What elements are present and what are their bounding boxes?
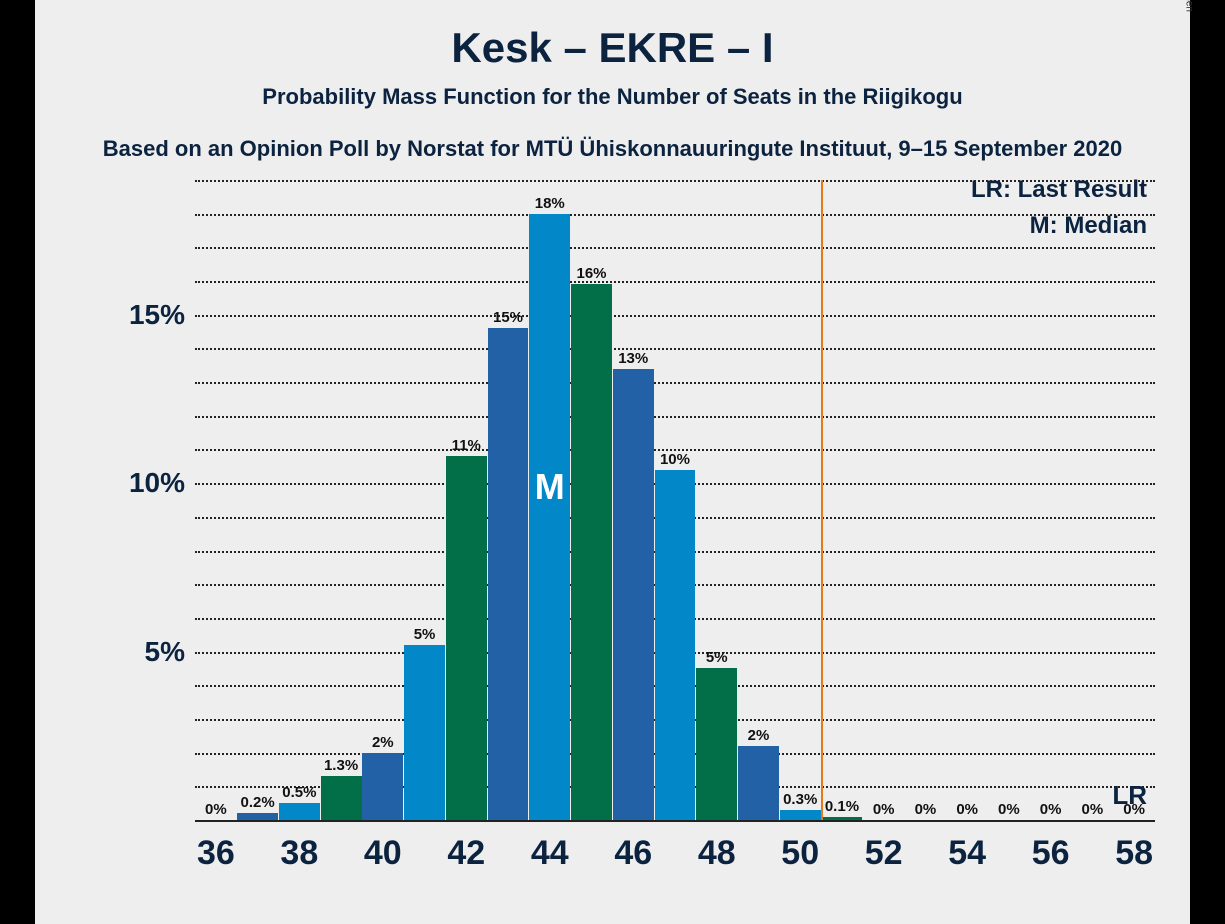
bar-label: 5% <box>414 626 436 643</box>
chart-subtitle: Probability Mass Function for the Number… <box>35 84 1190 110</box>
bar: 13% <box>613 369 654 820</box>
x-tick-label: 40 <box>364 834 402 873</box>
bar: 11% <box>446 456 487 820</box>
x-tick-label: 46 <box>614 834 652 873</box>
x-tick-label: 56 <box>1032 834 1070 873</box>
bar: 0.3% <box>780 810 821 820</box>
bar-label: 2% <box>372 734 394 751</box>
bar-label: 0% <box>1040 801 1062 818</box>
x-tick-label: 58 <box>1115 834 1153 873</box>
bar-label: 0% <box>873 801 895 818</box>
bar: 18% <box>529 214 570 820</box>
legend-m: M: Median <box>1030 212 1147 240</box>
bar: 16% <box>571 284 612 820</box>
x-tick-label: 44 <box>531 834 569 873</box>
bar: 2% <box>362 753 403 820</box>
bar: 5% <box>696 668 737 820</box>
x-axis <box>195 820 1155 822</box>
copyright-text: © 2020 Filip van Laenen <box>1184 0 1195 12</box>
x-tick-label: 48 <box>698 834 736 873</box>
chart-source: Based on an Opinion Poll by Norstat for … <box>35 136 1190 162</box>
bar-label: 0.5% <box>282 784 316 801</box>
x-tick-label: 50 <box>781 834 819 873</box>
x-tick-label: 42 <box>447 834 485 873</box>
x-tick-label: 36 <box>197 834 235 873</box>
plot-area: LR: Last Result M: Median 5%10%15%0%0.2%… <box>195 180 1155 820</box>
grid-line <box>195 382 1155 384</box>
bar-label: 0% <box>1082 801 1104 818</box>
bar-label: 0.3% <box>783 791 817 808</box>
bar-label: 11% <box>452 437 481 454</box>
x-tick-label: 38 <box>280 834 318 873</box>
grid-line <box>195 348 1155 350</box>
bar-label: 15% <box>493 309 523 326</box>
bar: 15% <box>488 328 529 820</box>
bar: 0.5% <box>279 803 320 820</box>
bar: 5% <box>404 645 445 820</box>
bar-label: 18% <box>535 195 565 212</box>
bar-label: 0% <box>998 801 1020 818</box>
x-tick-label: 54 <box>948 834 986 873</box>
bar: 0.1% <box>822 817 863 820</box>
last-result-line <box>821 180 823 820</box>
lr-mark: LR <box>1112 780 1147 811</box>
grid-line <box>195 281 1155 283</box>
chart-canvas: © 2020 Filip van Laenen Kesk – EKRE – I … <box>35 0 1190 924</box>
bar-label: 0% <box>915 801 937 818</box>
bar: 10% <box>655 470 696 820</box>
bar-label: 0% <box>205 801 227 818</box>
bar: 2% <box>738 746 779 820</box>
grid-line <box>195 214 1155 216</box>
grid-line <box>195 247 1155 249</box>
bar-label: 0% <box>956 801 978 818</box>
bar-label: 0.1% <box>825 798 859 815</box>
grid-line <box>195 315 1155 317</box>
bar: 0.2% <box>237 813 278 820</box>
bar-label: 16% <box>576 265 606 282</box>
grid-line <box>195 416 1155 418</box>
bar-label: 0.2% <box>240 794 274 811</box>
y-tick-label: 15% <box>129 299 185 331</box>
bar-label: 13% <box>618 350 648 367</box>
y-tick-label: 5% <box>145 636 185 668</box>
grid-line <box>195 180 1155 182</box>
median-mark: M <box>535 466 565 508</box>
x-tick-label: 52 <box>865 834 903 873</box>
chart-title: Kesk – EKRE – I <box>35 24 1190 72</box>
bar-label: 1.3% <box>324 757 358 774</box>
bar: 1.3% <box>321 776 362 820</box>
bar-label: 2% <box>748 727 770 744</box>
y-tick-label: 10% <box>129 467 185 499</box>
bar-label: 10% <box>660 451 690 468</box>
bar-label: 5% <box>706 649 728 666</box>
